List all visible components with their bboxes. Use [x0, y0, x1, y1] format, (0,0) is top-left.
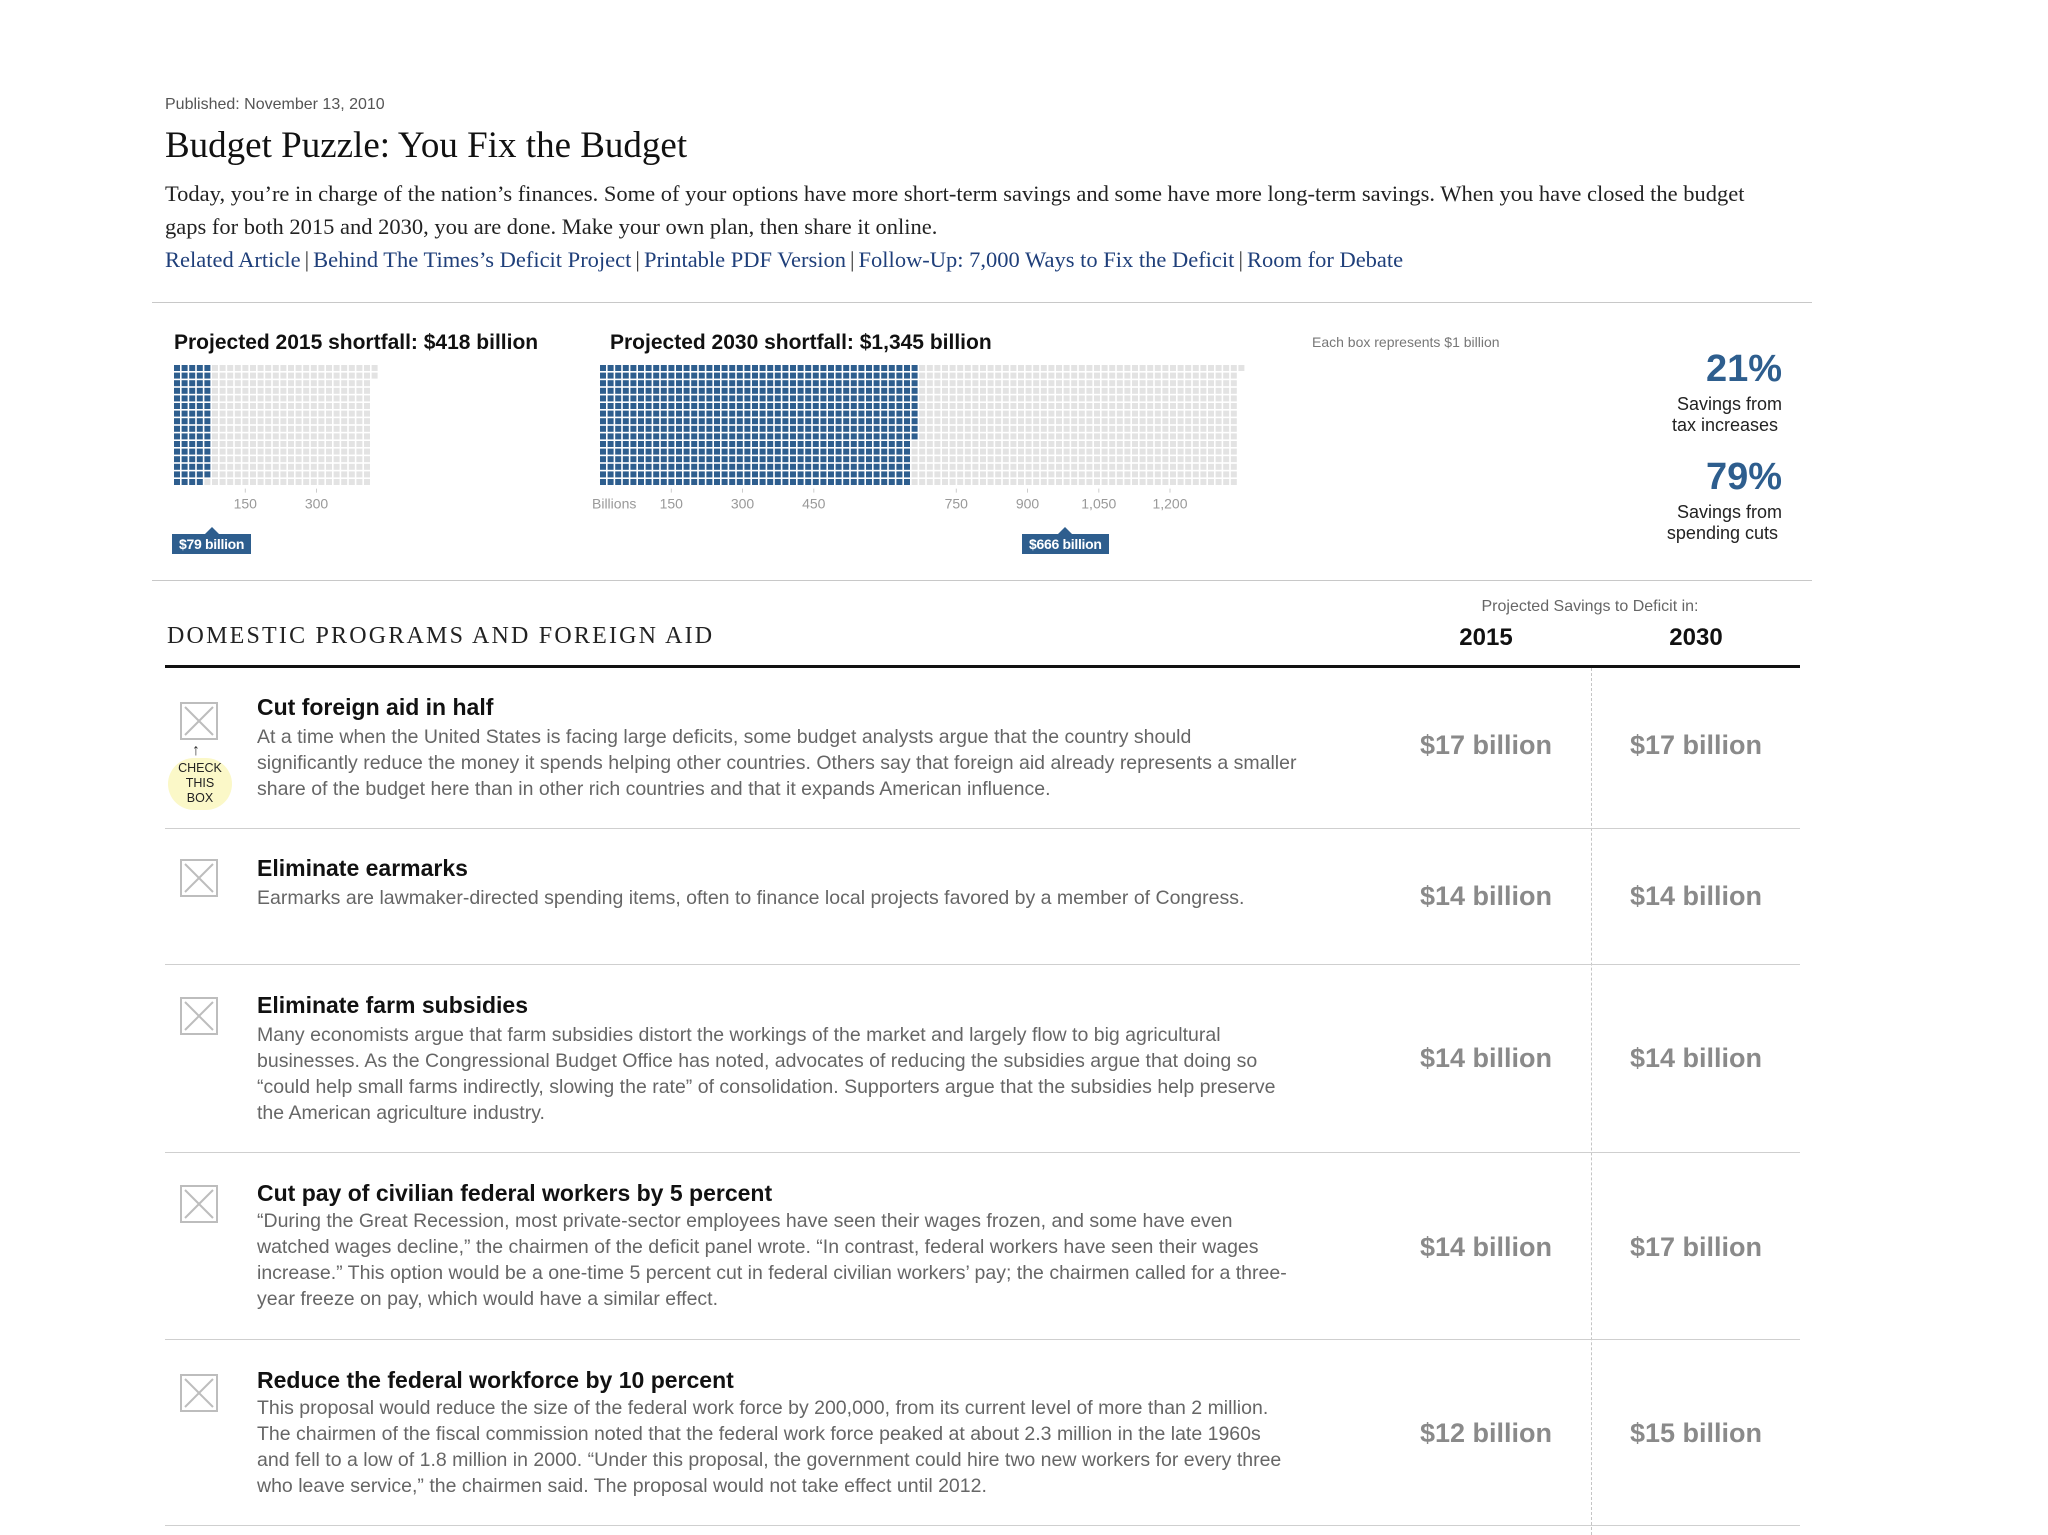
checkbox-icon[interactable]: [180, 859, 218, 897]
axis-tick-label: 300: [305, 496, 329, 512]
option-description: Many economists argue that farm subsidie…: [257, 1024, 1276, 1124]
savings-2030-value: $15 billion: [1629, 1418, 1763, 1448]
option-row: Eliminate farm subsidies Many economists…: [165, 965, 1800, 1153]
spending-cuts-label-1: Savings from: [1676, 502, 1782, 522]
link-separator: |: [850, 247, 855, 272]
link-separator: |: [635, 247, 640, 272]
shortfall-2030-title: Projected 2030 shortfall: $1,345 billion: [610, 331, 992, 354]
axis-tick-label: 450: [802, 496, 826, 512]
follow-up-link[interactable]: Follow-Up: 7,000 Ways to Fix the Deficit: [858, 247, 1235, 272]
axis-tick-label: 750: [945, 496, 969, 512]
hint-line: BOX: [186, 791, 214, 805]
printable-pdf-link[interactable]: Printable PDF Version: [643, 247, 847, 272]
savings-2015-value: $17 billion: [1419, 730, 1553, 760]
option-row: Eliminate earmarks Earmarks are lawmaker…: [165, 829, 1800, 965]
box-legend-note: Each box represents $1 billion: [1312, 334, 1500, 350]
savings-2015-value: $12 billion: [1419, 1418, 1553, 1448]
savings-2030-value: $14 billion: [1629, 1043, 1763, 1073]
checkbox-icon[interactable]: [180, 1185, 218, 1223]
savings-2030-value: $14 billion: [1629, 881, 1763, 911]
axis-tick-label: 300: [731, 496, 755, 512]
page-title: Budget Puzzle: You Fix the Budget: [165, 125, 688, 166]
check-this-box-hint: CHECK THIS BOX: [168, 758, 232, 810]
shortfall-2030-box-grid: Billions 150 300 450 750 900 1,050 1,200: [592, 365, 1245, 512]
tax-increase-percent: 21%: [1705, 348, 1782, 390]
room-for-debate-link[interactable]: Room for Debate: [1246, 247, 1404, 272]
option-row: Reduce the federal workforce by 10 perce…: [165, 1340, 1800, 1526]
savings-2015-marker[interactable]: $79 billion: [172, 527, 252, 554]
savings-2015-value: $14 billion: [1419, 881, 1553, 911]
checkbox-icon[interactable]: [180, 997, 218, 1035]
axis-tick-label: 150: [234, 496, 258, 512]
savings-2015-value: $14 billion: [1419, 1232, 1553, 1262]
shortfall-2015-box-grid: 150 300: [174, 365, 378, 512]
deficit-project-link[interactable]: Behind The Times’s Deficit Project: [313, 247, 632, 272]
spending-cuts-label-2: spending cuts: [1666, 523, 1778, 543]
column-header-2030: 2030: [1669, 624, 1723, 651]
link-separator: |: [304, 247, 310, 272]
checkbox-icon[interactable]: [180, 1374, 218, 1412]
option-description: “During the Great Recession, most privat…: [257, 1210, 1287, 1310]
related-links: Related Article | Behind The Times’s Defic…: [165, 243, 1805, 276]
tax-increase-label-1: Savings from: [1676, 394, 1782, 414]
option-description: This proposal would reduce the size of t…: [257, 1397, 1282, 1497]
axis-unit-label: Billions: [592, 496, 636, 512]
axis-tick-label: 900: [1016, 496, 1040, 512]
option-description: At a time when the United States is faci…: [257, 726, 1297, 800]
intro-text: Today, you’re in charge of the nation’s …: [165, 181, 1745, 239]
option-row: ↑ CHECK THIS BOX Cut foreign aid in half…: [165, 668, 1800, 829]
option-description: Earmarks are lawmaker-directed spending …: [257, 887, 1245, 909]
grid-divider: [152, 580, 1812, 581]
savings-2015-value: $14 billion: [1419, 1043, 1553, 1073]
hint-line: THIS: [185, 776, 215, 790]
published-date: Published: November 13, 2010: [165, 96, 385, 113]
article-header: Published: November 13, 2010 Budget Puzz…: [165, 96, 1805, 276]
section-title: DOMESTIC PROGRAMS AND FOREIGN AID: [167, 623, 715, 649]
header-divider: [152, 302, 1812, 303]
option-title: Eliminate farm subsidies: [257, 992, 528, 1018]
hint-line: CHECK: [178, 761, 222, 775]
option-title: Reduce the federal workforce by 10 perce…: [257, 1367, 734, 1393]
option-row: Cut pay of civilian federal workers by 5…: [165, 1153, 1800, 1340]
spending-cuts-percent: 79%: [1705, 456, 1782, 498]
table-top-rule: [165, 665, 1800, 668]
shortfall-2015-title: Projected 2015 shortfall: $418 billion: [174, 331, 539, 354]
tax-increase-label-2: tax increases: [1671, 415, 1778, 435]
axis-tick-label: 1,050: [1081, 496, 1116, 512]
savings-2030-marker[interactable]: $666 billion: [1022, 527, 1109, 554]
savings-2030-value: $17 billion: [1629, 1232, 1763, 1262]
checkbox-icon[interactable]: [180, 702, 218, 740]
column-divider: [1591, 668, 1592, 1535]
option-title: Eliminate earmarks: [257, 855, 468, 881]
column-header-2015: 2015: [1459, 624, 1513, 651]
option-title: Cut foreign aid in half: [257, 694, 494, 720]
related-article-link[interactable]: Related Article: [165, 247, 301, 272]
projected-savings-label: Projected Savings to Deficit in:: [1481, 598, 1699, 615]
axis-tick-label: 150: [660, 496, 684, 512]
up-arrow-icon: ↑: [192, 742, 200, 759]
axis-tick-label: 1,200: [1152, 496, 1187, 512]
link-separator: |: [1238, 247, 1243, 272]
option-title: Cut pay of civilian federal workers by 5…: [257, 1180, 773, 1206]
savings-2030-value: $17 billion: [1629, 730, 1763, 760]
